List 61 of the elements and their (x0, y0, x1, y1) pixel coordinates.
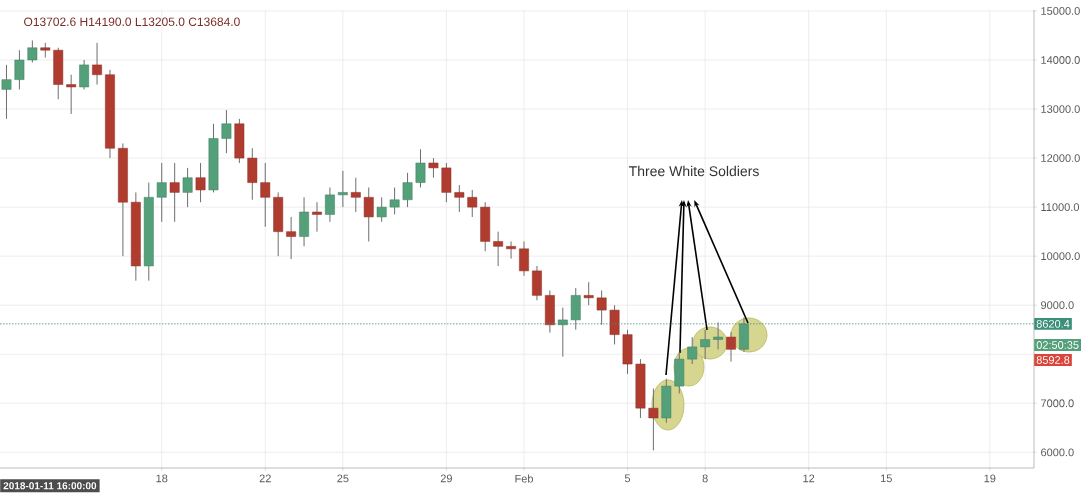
x-tick-label: 19 (984, 474, 996, 483)
candlestick (467, 189, 478, 218)
candlestick (415, 148, 426, 189)
candlestick (596, 289, 607, 326)
x-tick-label: 15 (881, 474, 892, 483)
candlestick (14, 49, 25, 90)
candlestick (557, 307, 568, 358)
candlestick (583, 281, 594, 306)
candlestick (350, 177, 361, 213)
candlestick (27, 39, 38, 63)
candlestick (195, 162, 206, 203)
candlestick (286, 216, 297, 260)
candlestick (156, 162, 167, 223)
y-tick-label: 7000.0 (1041, 399, 1074, 408)
candlestick (325, 187, 335, 223)
candlestick (66, 74, 77, 115)
text: 2018-01-11 16:00:00 (3, 482, 97, 490)
candlestick (389, 187, 400, 215)
x-tick-label: 8 (702, 474, 708, 483)
text: 8592.8 (1036, 356, 1070, 364)
y-tick-label: 11000.0 (1041, 203, 1080, 212)
candlestick (713, 321, 723, 350)
candlestick (337, 170, 348, 208)
candlestick (363, 187, 374, 242)
x-tick-label: 18 (156, 474, 168, 483)
x-tick-label: 5 (624, 474, 631, 483)
candlestick (79, 59, 90, 90)
candlestick (648, 388, 659, 451)
x-tick-label: Feb (515, 474, 534, 483)
candlestick (402, 172, 413, 208)
annotation: Three White Soldiers (628, 165, 759, 177)
candlestick (700, 329, 711, 360)
x-tick-label: 12 (803, 474, 815, 483)
x-tick-label: 22 (259, 474, 271, 483)
y-tick-label: 14000.0 (1041, 56, 1080, 64)
y-tick-label: 15000.0 (1041, 7, 1080, 15)
candlestick (726, 331, 736, 363)
candlestick (428, 157, 439, 179)
y-tick-label: 9000.0 (1041, 301, 1074, 310)
candlestick (519, 240, 529, 277)
candlestick (260, 162, 271, 228)
candlestick (687, 336, 698, 365)
y-tick-label: 13000.0 (1041, 105, 1080, 113)
annotation: O13702.6 H14190.0 L13205.0 C13684.0 (24, 17, 240, 26)
y-tick-label: 12000.0 (1041, 154, 1080, 162)
candlestick (312, 201, 322, 233)
x-tick-label: 25 (337, 474, 349, 483)
candlestick (376, 196, 387, 223)
candlestick (1, 64, 12, 120)
candlestick (506, 240, 516, 260)
y-tick-label: 10000.0 (1041, 252, 1080, 261)
ref-line-label: 8620.4 (1036, 319, 1070, 328)
candlestick (92, 42, 102, 86)
candlestick (493, 231, 504, 267)
candlestick (182, 167, 193, 208)
candlestick (169, 162, 180, 223)
y-tick-label: 6000.0 (1041, 448, 1074, 457)
candlestick (221, 109, 232, 154)
text: 02:50:35 (1036, 341, 1079, 349)
candlestick (454, 184, 465, 213)
x-tick-label: 29 (440, 474, 452, 483)
